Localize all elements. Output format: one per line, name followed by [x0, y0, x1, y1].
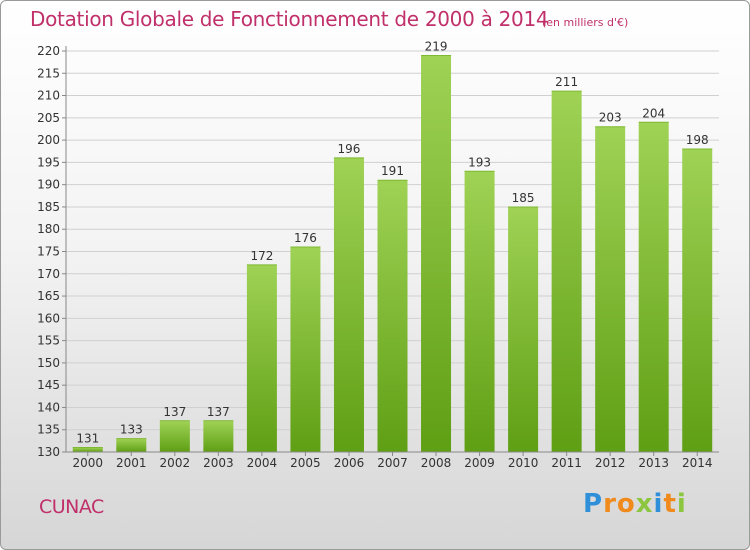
- x-tick-label: 2013: [638, 456, 669, 470]
- bar-2013: [638, 122, 669, 453]
- commune-name: CUNAC: [39, 496, 104, 518]
- chart-title: Dotation Globale de Fonctionnement de 20…: [30, 7, 549, 31]
- y-tick-label: 205: [37, 111, 60, 125]
- value-labels: 131 133 137 137 172 176 196 191 219 193 185 211 203 2…: [76, 39, 708, 445]
- axes: [65, 46, 719, 456]
- value-label: 137: [207, 405, 230, 419]
- x-tick-label: 2009: [464, 456, 495, 470]
- y-tick-label: 130: [37, 445, 60, 459]
- value-label: 191: [381, 164, 404, 178]
- bar-2010: [508, 206, 539, 452]
- value-label: 211: [555, 75, 578, 89]
- value-label: 131: [76, 432, 99, 446]
- y-tick-label: 135: [37, 423, 60, 437]
- x-tick-label: 2005: [290, 456, 321, 470]
- proxiti-logo[interactable]: Proxiti: [583, 489, 687, 519]
- bar-2005: [290, 247, 321, 452]
- y-tick-label: 175: [37, 245, 60, 259]
- bar-2011: [551, 91, 582, 452]
- value-label: 204: [642, 106, 665, 120]
- bar-2006: [333, 157, 364, 452]
- y-tick-label: 190: [37, 178, 60, 192]
- value-label: 137: [163, 405, 186, 419]
- bar-2001: [116, 438, 147, 452]
- x-tick-label: 2011: [551, 456, 582, 470]
- logo-letter: i: [676, 489, 687, 519]
- bar-2014: [682, 149, 713, 452]
- logo-letter: P: [583, 489, 604, 519]
- logo-letter: t: [663, 489, 677, 519]
- bar-2002: [159, 420, 190, 452]
- x-tick-label: 2010: [508, 456, 539, 470]
- y-tick-label: 150: [37, 356, 60, 370]
- value-label: 185: [512, 191, 535, 205]
- x-tick-label: 2007: [377, 456, 408, 470]
- bar-2008: [421, 55, 452, 452]
- value-label: 172: [250, 249, 273, 263]
- y-tick-label: 165: [37, 289, 60, 303]
- bars: [72, 54, 713, 453]
- value-label: 193: [468, 155, 491, 169]
- y-tick-label: 215: [37, 66, 60, 80]
- y-tick-label: 140: [37, 400, 60, 414]
- y-tick-label: 145: [37, 378, 60, 392]
- x-tick-label: 2014: [682, 456, 713, 470]
- x-tick-label: 2008: [421, 456, 452, 470]
- x-tick-label: 2003: [203, 456, 234, 470]
- x-tick-labels: 2000 2001 2002 2003 2004 2005 2006 2007 2008 2009…: [72, 456, 712, 470]
- bar-2007: [377, 180, 408, 452]
- unit-note: (en milliers d'€): [542, 16, 629, 29]
- bar-2012: [595, 126, 626, 452]
- y-tick-label: 185: [37, 200, 60, 214]
- y-tick-label: 160: [37, 311, 60, 325]
- logo-letter: x: [635, 489, 654, 519]
- x-tick-label: 2000: [72, 456, 103, 470]
- x-tick-label: 2012: [595, 456, 626, 470]
- y-tick-label: 220: [37, 44, 60, 58]
- x-tick-label: 2002: [160, 456, 191, 470]
- value-label: 219: [425, 39, 448, 53]
- bar-2009: [464, 171, 495, 453]
- value-label: 176: [294, 231, 317, 245]
- value-label: 203: [599, 111, 622, 125]
- logo-letter: r: [603, 489, 617, 519]
- bar-2003: [203, 420, 234, 452]
- y-tick-label: 155: [37, 334, 60, 348]
- y-tick-labels: 130 135 140 145 150 155 160 165 170 175 180 185 190 1…: [37, 44, 60, 459]
- x-tick-label: 2004: [247, 456, 278, 470]
- y-tick-label: 170: [37, 267, 60, 281]
- y-tick-label: 195: [37, 155, 60, 169]
- value-label: 196: [338, 142, 361, 156]
- value-label: 133: [120, 423, 143, 437]
- logo-letter: o: [616, 489, 636, 519]
- logo-letter: i: [653, 489, 664, 519]
- bar-2004: [246, 264, 277, 452]
- y-tick-label: 210: [37, 89, 60, 103]
- x-tick-label: 2006: [334, 456, 365, 470]
- x-tick-label: 2001: [116, 456, 147, 470]
- bar-2000: [72, 447, 103, 452]
- y-tick-label: 180: [37, 222, 60, 236]
- value-label: 198: [686, 133, 709, 147]
- y-tick-label: 200: [37, 133, 60, 147]
